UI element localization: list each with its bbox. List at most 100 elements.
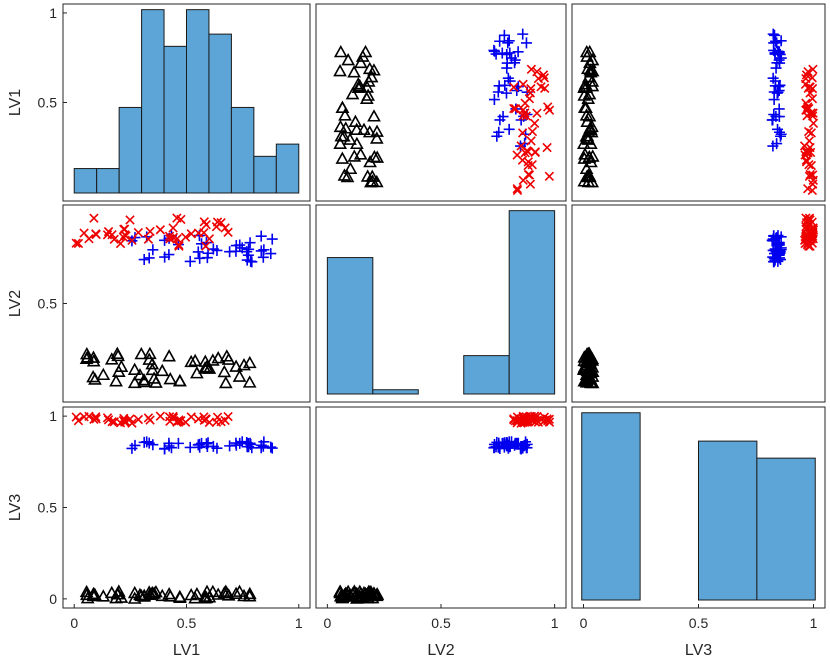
- scatter-point-LV2-LV1-23: [162, 349, 176, 362]
- scatter-point-LV1-LV2-3: [341, 53, 356, 66]
- scatter-point-LV3-LV1-29: [190, 586, 204, 600]
- scatter-point-LV2-LV1-133: [220, 223, 230, 233]
- scatter-point-LV2-LV1-121: [212, 217, 223, 227]
- histogram-bar-LV2-4: [508, 210, 556, 395]
- x-tick-label-LV1-1: 0.5: [177, 615, 197, 631]
- scatter-point-LV3-LV1-33: [149, 584, 163, 598]
- scatter-point-LV3-LV1-123: [133, 414, 144, 425]
- scatter-point-LV2-LV1-102: [71, 238, 81, 248]
- scatter-point-LV1-LV2-127: [530, 147, 540, 157]
- y-tick-label-LV1-0: 0.5: [38, 95, 58, 111]
- histogram-bar-LV1-8: [253, 155, 277, 194]
- scatter-point-LV1-LV3-80: [766, 114, 778, 126]
- scatter-point-LV2-LV1-53: [147, 244, 159, 256]
- histogram-bar-LV3-0: [581, 412, 641, 601]
- scatter-point-LV3-LV2-41: [352, 584, 367, 597]
- scatter-point-LV1-LV2-106: [518, 79, 528, 89]
- scatter-point-LV1-LV2-88: [497, 111, 509, 123]
- scatter-point-LV2-LV1-129: [79, 228, 89, 238]
- scatter-point-LV1-LV2-20: [335, 100, 350, 114]
- scatter-point-LV1-LV2-4: [338, 121, 353, 134]
- scatter-point-LV3-LV1-56: [265, 441, 277, 453]
- scatter-point-LV1-LV2-21: [343, 161, 358, 175]
- scatter-point-LV1-LV2-112: [517, 155, 528, 165]
- y-axis-label-LV1: LV1: [7, 89, 24, 116]
- scatter-point-LV2-LV1-72: [266, 233, 278, 245]
- scatter-point-LV1-LV2-45: [369, 174, 384, 188]
- scatter-point-LV1-LV2-134: [512, 183, 522, 194]
- scatter-point-LV3-LV1-131: [168, 413, 179, 423]
- scatter-point-LV1-LV2-89: [493, 80, 505, 92]
- scatter-point-LV2-LV1-39: [133, 368, 147, 381]
- scatter-point-LV2-LV3-47: [579, 371, 594, 385]
- scatter-point-LV1-LV2-102: [512, 185, 523, 196]
- scatter-point-LV1-LV2-30: [347, 149, 362, 162]
- y-axis-label-LV2: LV2: [7, 290, 24, 317]
- scatter-point-LV1-LV3-45: [581, 174, 596, 188]
- x-tick-label-LV3-1: 0.5: [689, 615, 709, 631]
- scatter-point-LV1-LV2-76: [492, 86, 504, 98]
- scatter-point-LV1-LV2-133: [532, 66, 542, 77]
- scatter-point-LV2-LV1-131: [168, 232, 179, 243]
- scatter-point-LV3-LV1-37: [229, 586, 243, 599]
- scatter-point-LV3-LV1-34: [155, 588, 170, 602]
- scatter-point-LV1-LV3-99: [801, 157, 812, 167]
- histogram-bar-LV1-4: [163, 45, 188, 194]
- scatter-point-LV1-LV3-29: [582, 87, 597, 100]
- scatter-point-LV3-LV1-41: [200, 584, 214, 597]
- y-tick-label-LV1-1: 1: [49, 5, 57, 21]
- x-tick-label-LV1-2: 1: [295, 615, 303, 631]
- panel-frame-LV2-LV3: [571, 204, 826, 403]
- scatter-point-LV1-LV2-31: [364, 70, 379, 83]
- scatter-point-LV2-LV1-109: [176, 214, 186, 225]
- scatter-point-LV3-LV1-126: [155, 411, 166, 421]
- scatter-point-LV3-LV1-83: [126, 442, 138, 454]
- scatter-point-LV1-LV2-122: [517, 128, 528, 138]
- scatter-point-LV3-LV1-125: [193, 414, 204, 424]
- scatter-point-LV1-LV2-61: [496, 47, 508, 59]
- histogram-bar-LV1-6: [208, 33, 232, 194]
- scatter-point-LV2-LV1-67: [258, 244, 270, 256]
- scatter-point-LV3-LV1-82: [138, 436, 150, 448]
- scatter-point-LV2-LV1-15: [217, 364, 232, 378]
- scatter-point-LV3-LV1-100: [102, 413, 113, 423]
- scatter-point-LV2-LV1-30: [111, 364, 126, 377]
- scatter-point-LV1-LV2-34: [348, 114, 363, 128]
- scatter-point-LV3-LV1-128: [186, 412, 196, 422]
- scatter-point-LV2-LV1-40: [88, 372, 102, 385]
- scatter-point-LV1-LV2-33: [333, 119, 348, 133]
- scatter-point-LV2-LV1-43: [137, 372, 151, 386]
- scatter-point-LV2-LV1-100: [102, 230, 113, 240]
- scatter-point-LV3-LV1-89: [201, 440, 213, 452]
- scatter-point-LV2-LV1-24: [218, 375, 233, 389]
- scatter-point-LV2-LV1-41: [200, 360, 214, 373]
- scatter-point-LV2-LV1-89: [201, 252, 213, 264]
- scatter-point-LV1-LV2-90: [542, 142, 552, 153]
- scatter-point-LV3-LV1-42: [127, 585, 142, 599]
- scatter-point-LV2-LV1-38: [237, 358, 251, 371]
- scatter-point-LV2-LV3-133: [803, 223, 813, 233]
- scatter-point-LV2-LV1-108: [201, 220, 211, 230]
- scatter-point-LV3-LV1-85: [224, 440, 236, 452]
- scatter-point-LV2-LV1-28: [242, 355, 257, 369]
- histogram-bar-LV1-2: [118, 106, 143, 194]
- scatter-point-LV3-LV1-69: [230, 437, 242, 449]
- scatter-point-LV2-LV1-29: [190, 366, 204, 379]
- histogram-bar-LV1-0: [73, 168, 98, 194]
- scatter-point-LV1-LV3-47: [579, 108, 594, 121]
- scatter-point-LV3-LV1-101: [89, 414, 99, 425]
- scatter-point-LV2-LV1-56: [265, 248, 277, 260]
- histogram-bar-LV1-3: [141, 9, 165, 194]
- scatter-point-LV1-LV2-72: [517, 28, 529, 40]
- scatter-point-LV3-LV1-114: [199, 412, 209, 422]
- scatter-point-LV3-LV1-84: [255, 439, 267, 451]
- scatter-point-LV1-LV2-36: [357, 122, 371, 136]
- scatter-point-LV2-LV3-131: [806, 232, 816, 243]
- scatter-point-LV3-LV1-20: [172, 589, 187, 603]
- scatter-point-LV1-LV3-86: [768, 94, 780, 106]
- scatter-point-LV1-LV2-131: [520, 108, 530, 118]
- histogram-bar-LV1-9: [275, 143, 300, 194]
- y-tick-label-LV3-0: 0: [49, 591, 57, 607]
- scatter-point-LV3-LV1-87: [236, 436, 248, 448]
- scatter-point-LV2-LV1-134: [73, 238, 84, 249]
